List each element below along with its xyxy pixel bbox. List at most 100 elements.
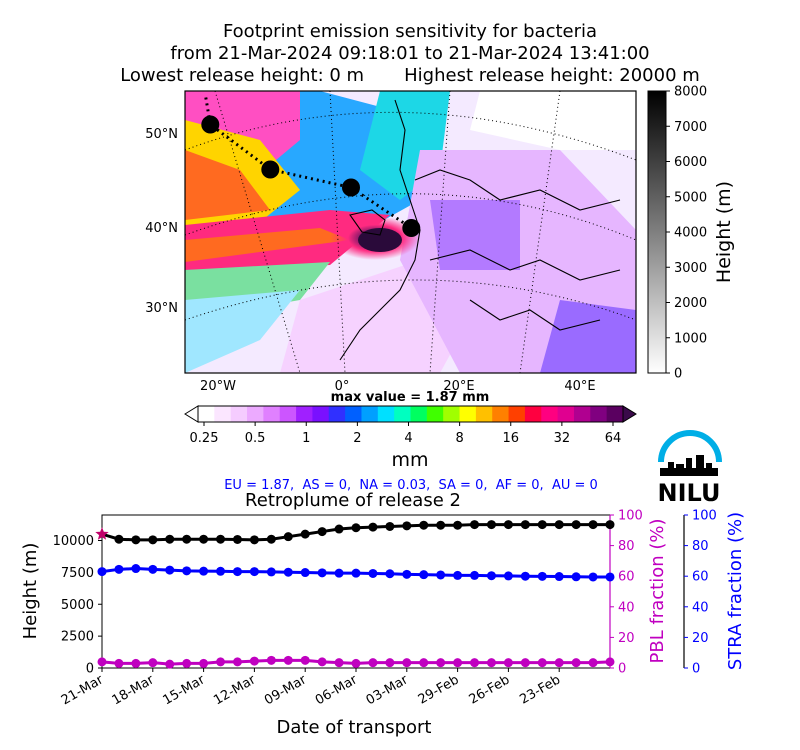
date-axis-tick-label: 29-Feb [416,672,462,707]
trajectory-points [201,115,421,237]
series-point-right1 [571,658,581,668]
series-point-right1 [554,658,564,668]
series-point-left [232,534,242,544]
date-axis-tick-label: 23-Feb [517,672,563,707]
series-point-right2 [97,567,107,577]
series-point-right2 [148,564,158,574]
series-point-right1 [470,658,480,668]
stra-axis-tick-label: 20 [692,631,709,646]
series-point-right1 [520,658,530,668]
lat-tick-40: 40°N [145,221,178,236]
series-point-right2 [317,568,327,578]
series-point-right2 [266,567,276,577]
map-frame [184,90,637,374]
mm-colorbar-cell [214,406,232,422]
lat-tick-30: 30°N [145,301,178,316]
mm-colorbar-tick-label: 64 [605,431,622,446]
height-colorbar-tick-label: 7000 [674,120,707,135]
mm-colorbar-tick-label: 16 [502,431,519,446]
nilu-logo: NILU [658,430,722,507]
height-axis-tick-label: 5000 [61,598,94,613]
stra-axis-tick-label: 60 [692,570,709,585]
series-point-right2 [216,566,226,576]
height-colorbar-tick-label: 5000 [674,190,707,205]
mm-colorbar-cell [312,406,330,422]
series-point-right1 [165,659,175,669]
date-axis-tick-label: 03-Mar [364,672,412,708]
series-point-right2 [571,572,581,582]
height-colorbar-ticks: 0 1000 2000 3000 4000 5000 6000 7000 8000 [666,85,707,382]
stra-axis-tick-label: 40 [692,600,709,615]
series-point-right1 [334,658,344,668]
series-point-left [419,520,429,530]
series-point-left [165,534,175,544]
mm-colorbar-cell [426,406,444,422]
series-point-right2 [486,571,496,581]
pbl-axis-tick-label: 0 [618,662,626,677]
height-colorbar-tick-label: 2000 [674,296,707,311]
series-point-left [283,532,293,542]
series-point-left [300,529,310,539]
series-point-right1 [199,658,209,668]
series-point-right2 [503,571,513,581]
height-axis-tick-label: 10000 [53,534,94,549]
date-axis: 21-Mar 18-Mar 15-Mar 12-Mar 09-Mar 06-Mar 03-M… [59,668,563,708]
lon-tick-20w: 20°W [200,379,236,394]
series-point-left [436,520,446,530]
title-line-2: from 21-Mar-2024 09:18:01 to 21-Mar-2024… [170,43,649,64]
retroplume-chart: Retroplume of release 2 0 2500 5000 7500 100… [20,490,746,738]
height-axis-tick-label: 7500 [61,566,94,581]
height-colorbar-tick-label: 6000 [674,155,707,170]
series-point-right1 [300,655,310,665]
date-axis-tick-label: 12-Mar [211,672,259,708]
series-point-right1 [148,658,158,668]
series-point-left [605,520,615,530]
lon-tick-0: 0° [335,379,350,394]
series-point-right2 [249,567,259,577]
series-point-right1 [351,658,361,668]
pbl-axis-tick-label: 40 [618,600,635,615]
date-axis-tick-label: 21-Mar [59,672,107,708]
series-point-right1 [182,658,192,668]
mm-colorbar-cell [394,406,411,422]
series-point-right2 [554,572,564,582]
lon-tick-40e: 40°E [564,379,595,394]
height-axis-tick-label: 0 [86,662,94,677]
mm-colorbar-cell [198,406,215,422]
series-point-right2 [470,570,480,580]
series-point-right1 [216,657,226,667]
map-field [185,91,636,373]
series-point-right1 [419,658,429,668]
series-point-right1 [97,657,107,667]
stra-axis-tick-label: 0 [692,662,700,677]
pbl-axis-label: PBL fraction (%) [647,519,668,664]
stra-axis-label: STRA fraction (%) [725,512,746,670]
mm-colorbar-cell [606,406,624,422]
height-colorbar: 0 1000 2000 3000 4000 5000 6000 7000 8000 Height… [647,85,735,382]
mm-colorbar-tick-label: 0.25 [190,431,219,446]
series-point-left [114,534,124,544]
series-point-right2 [436,570,446,580]
series-point-right2 [334,568,344,578]
mm-colorbar-tick-label: 2 [353,431,361,446]
series-point-right2 [402,569,412,579]
series-point-left [571,520,581,530]
height-colorbar-gradient [647,90,667,374]
date-axis-tick-label: 06-Mar [313,672,361,708]
height-colorbar-label: Height (m) [713,181,735,283]
title-line-3: Lowest release height: 0 m Highest relea… [120,65,700,86]
series-point-left [182,534,192,544]
mm-colorbar-tick-label: 1 [302,431,310,446]
series-point-right1 [588,658,598,668]
mm-colorbar-cell [508,406,526,422]
series-point-right2 [605,572,615,582]
series-point-right2 [385,569,395,579]
pbl-axis-tick-label: 20 [618,631,635,646]
series-point-right2 [165,565,175,575]
pbl-axis-tick-label: 100 [618,509,643,524]
retroplume-title: Retroplume of release 2 [245,490,461,511]
pbl-axis-tick-label: 60 [618,570,635,585]
series-point-right2 [199,566,209,576]
series-point-left [334,524,344,534]
series-point-left [216,534,226,544]
